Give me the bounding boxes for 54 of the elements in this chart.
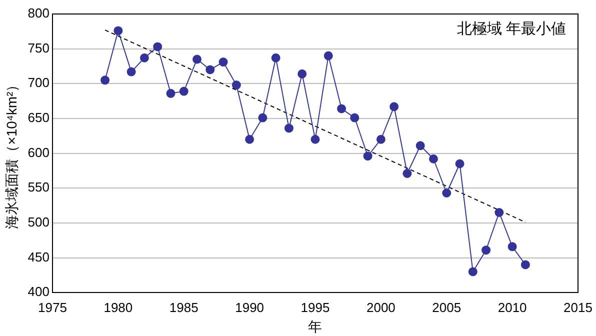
x-tick-label: 1990	[235, 300, 264, 315]
point	[126, 67, 136, 76]
x-axis-title: 年	[308, 318, 322, 334]
point	[402, 169, 412, 178]
x-tick-label: 2005	[432, 300, 462, 315]
y-tick-label: 450	[28, 249, 50, 264]
point	[100, 76, 110, 85]
x-tick-label: 2015	[564, 300, 592, 315]
x-tick-label: 1980	[104, 300, 133, 315]
point	[284, 124, 294, 133]
point	[258, 113, 268, 122]
annotation: 北極域 年最小値	[456, 20, 566, 38]
x-tick-label: 1985	[169, 300, 198, 315]
y-tick-label: 400	[28, 284, 50, 300]
point	[508, 242, 517, 252]
point	[140, 53, 149, 62]
y-tick-label: 700	[28, 75, 50, 90]
point	[363, 152, 372, 161]
point	[520, 260, 530, 270]
point	[179, 86, 188, 96]
point	[218, 58, 228, 67]
point	[232, 80, 241, 90]
point	[114, 26, 123, 36]
point	[455, 159, 464, 168]
point	[468, 267, 478, 276]
x-tick-label: 2010	[498, 300, 527, 315]
point	[324, 51, 333, 60]
point	[482, 246, 491, 255]
point	[442, 188, 452, 198]
point	[298, 69, 307, 78]
point	[271, 53, 280, 62]
point	[376, 134, 386, 144]
y-tick-label: 500	[28, 214, 50, 230]
y-tick-label: 800	[28, 6, 50, 21]
point	[350, 113, 360, 122]
x-tick-label: 2000	[366, 300, 396, 315]
point	[337, 104, 346, 114]
y-tick-label: 750	[28, 40, 50, 56]
point	[310, 134, 320, 144]
y-tick-label: 600	[28, 144, 50, 160]
point	[153, 42, 162, 52]
point	[428, 154, 438, 164]
x-tick-label: 1995	[300, 300, 330, 315]
x-tick-label: 1975	[38, 300, 67, 315]
point	[390, 102, 399, 112]
point	[166, 88, 176, 98]
y-tick-label: 550	[28, 180, 50, 195]
point	[245, 134, 254, 144]
y-axis-title: 海氷域面積（×10⁴km²）	[3, 78, 20, 229]
point	[494, 208, 504, 218]
y-tick-label: 650	[28, 110, 50, 126]
point	[206, 65, 215, 74]
point	[192, 54, 202, 64]
point	[416, 141, 425, 150]
